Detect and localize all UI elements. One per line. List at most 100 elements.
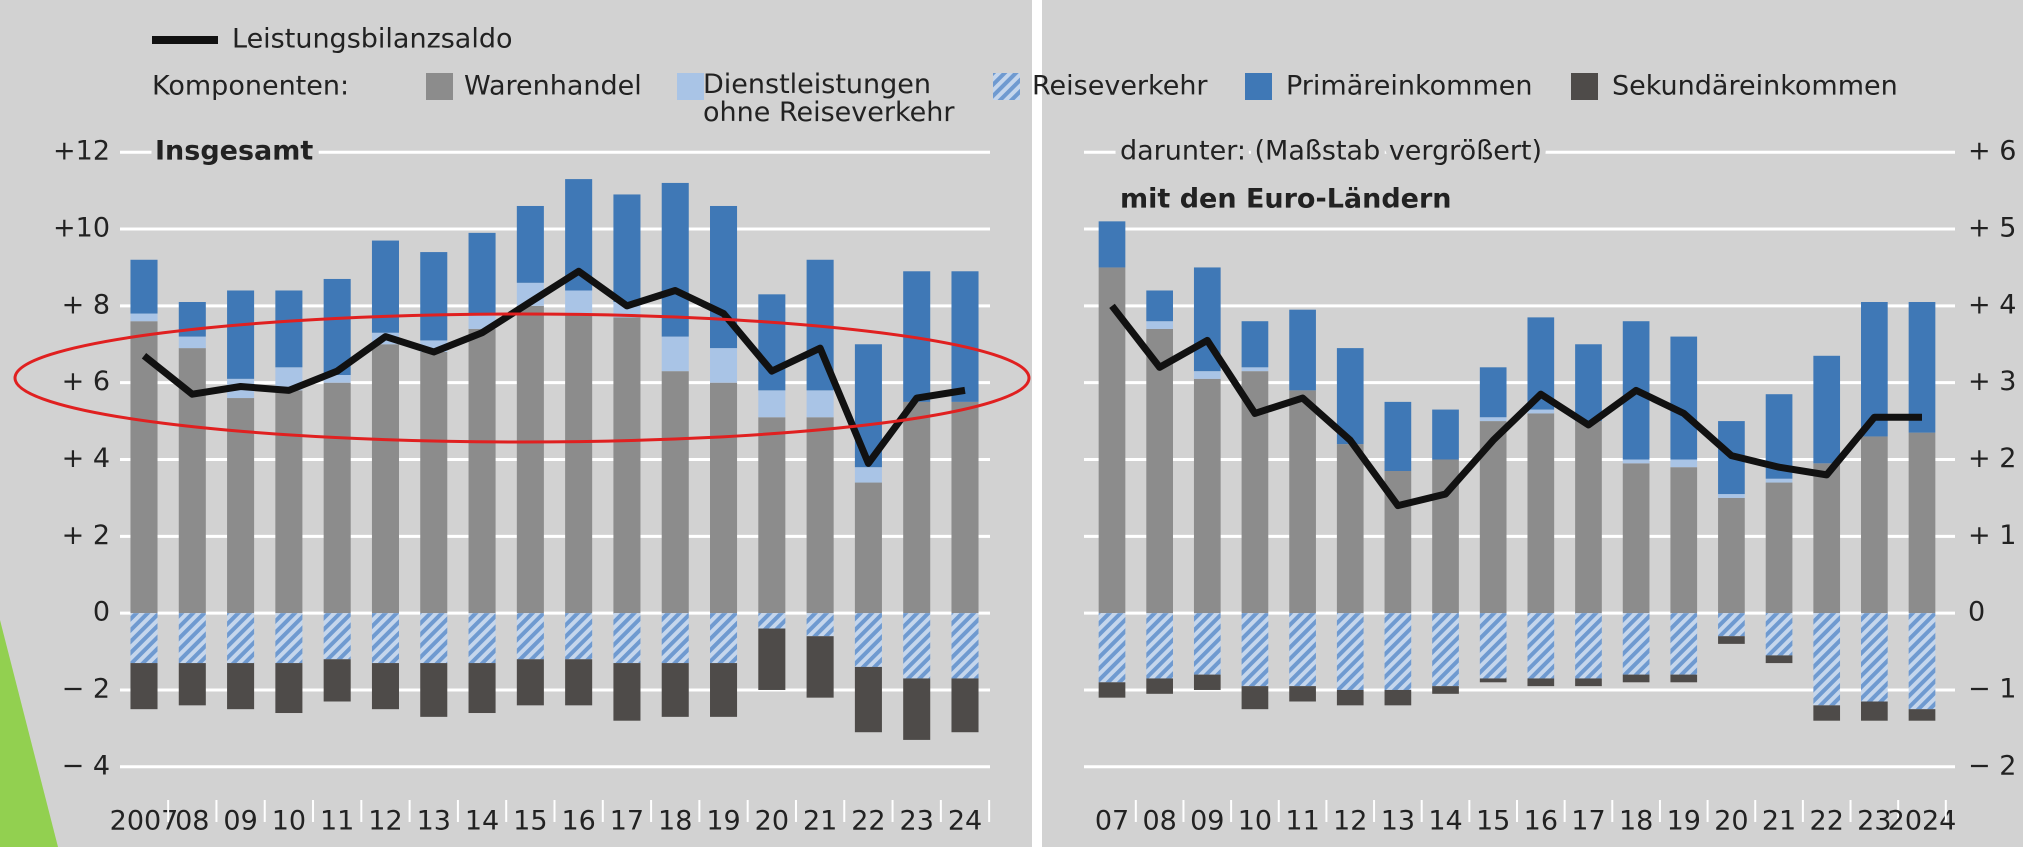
bar-segment	[1622, 674, 1650, 683]
bar-segment	[371, 663, 399, 710]
bar-segment	[806, 390, 834, 418]
x-tick-label: 16	[1524, 806, 1558, 837]
y-tick-label: + 4	[1968, 289, 2016, 320]
bar-segment	[227, 663, 255, 710]
x-tick-label: 18	[658, 806, 692, 837]
x-tick-label: 14	[1428, 806, 1462, 837]
saldo-line	[1109, 303, 1922, 510]
bar-segment	[854, 467, 882, 483]
bar-segment	[661, 613, 689, 664]
bar-segment	[1384, 613, 1412, 690]
bar-segment	[951, 401, 979, 614]
bar-segment	[323, 374, 351, 383]
bar-segment	[1479, 613, 1507, 679]
y-tick-label: +12	[53, 136, 110, 167]
bar-segment	[1813, 705, 1841, 721]
bar-segment	[1718, 636, 1745, 644]
y-tick-label: + 6	[62, 366, 110, 397]
x-tick-label: 11	[320, 806, 354, 837]
bar-segment	[661, 336, 689, 372]
x-tick-label: 19	[1667, 806, 1701, 837]
bar-segment	[1670, 336, 1698, 460]
bar-segment	[1241, 613, 1269, 687]
bar-segment	[565, 313, 593, 614]
y-tick-label: − 1	[1968, 673, 2016, 704]
bar-segment	[1432, 613, 1459, 687]
bar-segment	[1813, 355, 1841, 464]
bar-segment	[710, 663, 738, 717]
legend-label: Dienstleistungen ohne Reiseverkehr	[703, 69, 955, 128]
bar-segment	[951, 271, 979, 402]
x-tick-label: 20	[755, 806, 789, 837]
bar-segment	[758, 294, 786, 391]
bar-segment	[758, 628, 786, 690]
bar-segment	[227, 398, 255, 614]
x-tick-label: 22	[851, 806, 885, 837]
bar-segment	[178, 613, 206, 664]
bar-segment	[1146, 613, 1173, 679]
bar-segment	[420, 252, 448, 341]
x-tick-label: 10	[1238, 806, 1272, 837]
panel-subtitle: darunter: (Maßstab vergrößert)	[1120, 136, 1542, 167]
bar-segment	[1718, 613, 1745, 637]
x-tick-label: 14	[465, 806, 499, 837]
panel-divider	[1032, 0, 1042, 847]
x-tick-label: 13	[417, 806, 451, 837]
bar-segment	[951, 613, 979, 679]
bar-segment	[710, 382, 738, 614]
bar-segment	[1861, 701, 1888, 721]
bar-segment	[903, 613, 931, 679]
bar-segment	[1098, 613, 1126, 683]
bar-segment	[1289, 309, 1316, 391]
bar-segment	[1384, 689, 1412, 706]
bar-segment	[1575, 421, 1602, 614]
y-tick-label: + 2	[62, 520, 110, 551]
x-tick-label: 15	[1476, 806, 1510, 837]
bar-segment	[323, 613, 351, 660]
bar-segment	[1908, 709, 1936, 721]
x-tick-label: 20	[1714, 806, 1748, 837]
bar-segment	[1289, 613, 1316, 687]
y-tick-label: + 4	[62, 443, 110, 474]
legend-swatch	[1245, 73, 1272, 100]
bar-segment	[710, 348, 738, 383]
bar-segment	[130, 313, 158, 322]
bar-segment	[1527, 613, 1555, 679]
x-tick-label: 16	[561, 806, 595, 837]
bar-segment	[565, 613, 593, 660]
bar-segment	[806, 636, 834, 698]
x-tick-label: 23	[1857, 806, 1891, 837]
bar-segment	[1718, 497, 1745, 614]
bar-segment	[565, 659, 593, 706]
x-tick-label: 11	[1285, 806, 1319, 837]
bar-segment	[1479, 367, 1507, 418]
bar-segment	[275, 290, 303, 368]
bar-segment	[1765, 478, 1793, 483]
y-tick-label: − 2	[1968, 750, 2016, 781]
bar-segment	[1670, 674, 1698, 683]
decor-triangle	[0, 620, 58, 847]
bar-segment	[1527, 413, 1555, 614]
x-tick-label: 19	[706, 806, 740, 837]
bar-segment	[710, 613, 738, 664]
bar-segment	[275, 613, 303, 664]
bar-segment	[613, 194, 641, 303]
bar-segment	[1479, 678, 1507, 683]
bar-segment	[1670, 467, 1698, 614]
x-tick-label: 12	[1333, 806, 1367, 837]
x-tick-label: 12	[368, 806, 402, 837]
bar-segment	[758, 390, 786, 418]
bar-segment	[1622, 463, 1650, 614]
bar-segment	[1765, 655, 1793, 664]
bar-segment	[178, 663, 206, 706]
bar-segment	[468, 613, 496, 664]
bar-segment	[371, 240, 399, 333]
y-tick-label: 0	[93, 597, 110, 628]
bar-segment	[1765, 613, 1793, 656]
x-tick-label: 09	[1190, 806, 1224, 837]
bar-segment	[323, 659, 351, 702]
bar-segment	[854, 666, 882, 733]
bar-segment	[1479, 417, 1507, 422]
bar-segment	[1193, 613, 1221, 675]
saldo-line	[141, 267, 966, 467]
